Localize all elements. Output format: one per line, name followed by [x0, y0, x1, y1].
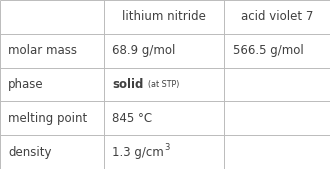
Text: 566.5 g/mol: 566.5 g/mol: [233, 44, 303, 57]
Text: melting point: melting point: [8, 112, 87, 125]
Text: (at STP): (at STP): [148, 80, 179, 89]
Text: lithium nitride: lithium nitride: [122, 10, 206, 23]
Text: molar mass: molar mass: [8, 44, 77, 57]
Text: solid: solid: [112, 78, 144, 91]
Text: density: density: [8, 146, 52, 159]
Text: 845 °C: 845 °C: [112, 112, 152, 125]
Text: phase: phase: [8, 78, 44, 91]
Text: 1.3 g/cm: 1.3 g/cm: [112, 146, 164, 159]
Text: 68.9 g/mol: 68.9 g/mol: [112, 44, 176, 57]
Text: 3: 3: [164, 143, 169, 152]
Text: acid violet 7: acid violet 7: [241, 10, 314, 23]
